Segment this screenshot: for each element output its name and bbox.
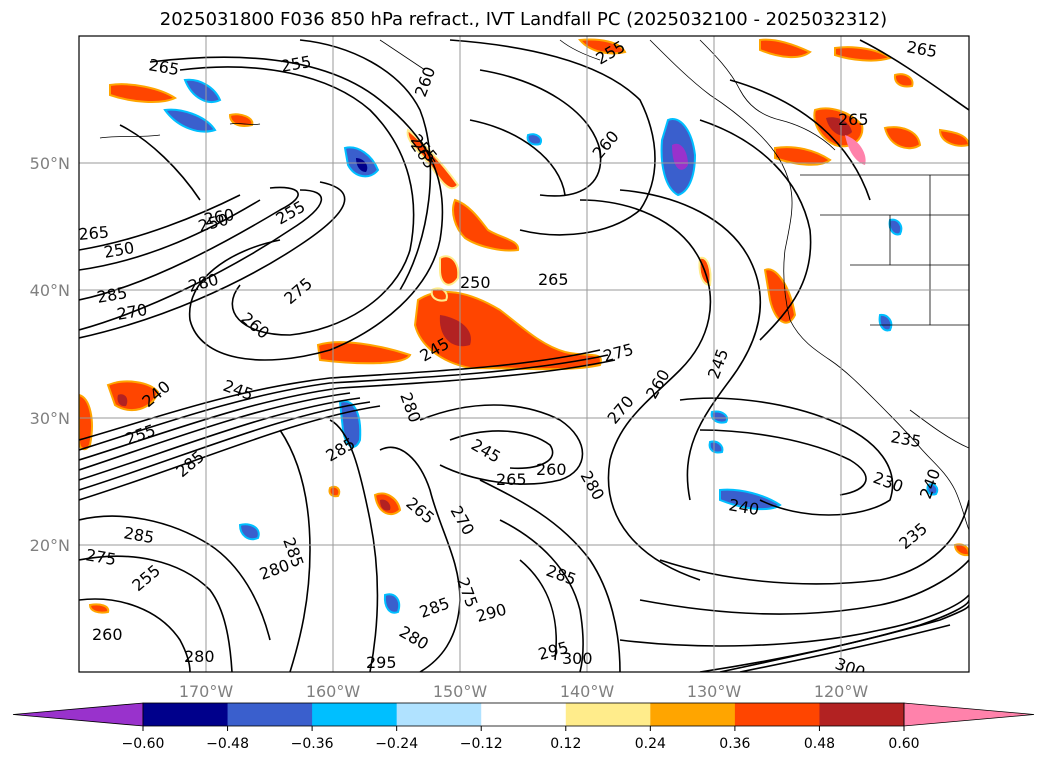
contour-label: 265 bbox=[496, 470, 527, 489]
lat-tick-label: 20°N bbox=[30, 536, 70, 555]
colorbar-cell bbox=[565, 703, 651, 726]
colorbar: −0.60 −0.48 −0.36 −0.24 −0.12 0.12 0.24 0.36 0.4… bbox=[12, 702, 1035, 752]
colorbar-tick-label: 0.36 bbox=[719, 736, 750, 752]
lat-tick-label: 50°N bbox=[30, 154, 70, 173]
lon-tick-label: 130°W bbox=[687, 682, 742, 701]
colorbar-extend-low bbox=[12, 702, 144, 727]
map-frame bbox=[78, 35, 970, 673]
colorbar-cell bbox=[819, 703, 905, 726]
contour-label: 265 bbox=[538, 270, 569, 289]
lat-tick-labels: 20°N 30°N 40°N 50°N bbox=[30, 154, 70, 555]
colorbar-cell bbox=[481, 703, 567, 726]
colorbar-cell bbox=[143, 703, 229, 726]
contour-label: 250 bbox=[460, 273, 491, 292]
colorbar-extend-high bbox=[903, 702, 1035, 727]
coastline bbox=[99, 39, 969, 531]
refractivity-shading bbox=[79, 38, 969, 614]
lon-tick-labels: 170°W 160°W 150°W 140°W 130°W 120°W bbox=[179, 682, 869, 701]
colorbar-tick-label: 0.60 bbox=[888, 736, 919, 752]
colorbar-tick-label: −0.12 bbox=[460, 736, 503, 752]
contour-label: 295 bbox=[366, 653, 397, 672]
gridlines bbox=[79, 36, 969, 672]
lat-tick-label: 40°N bbox=[30, 281, 70, 300]
contour-label: 280 bbox=[184, 647, 215, 666]
lon-tick-label: 170°W bbox=[179, 682, 234, 701]
colorbar-tick-label: 0.24 bbox=[635, 736, 666, 752]
contour-label: 260 bbox=[536, 460, 567, 479]
colorbar-tick-label: 0.48 bbox=[804, 736, 835, 752]
colorbar-cell bbox=[734, 703, 820, 726]
lon-tick-label: 140°W bbox=[560, 682, 615, 701]
colorbar-cell bbox=[396, 703, 482, 726]
colorbar-cell bbox=[650, 703, 736, 726]
lat-tick-label: 30°N bbox=[30, 409, 70, 428]
lon-tick-label: 150°W bbox=[433, 682, 488, 701]
contour-label: 260 bbox=[92, 625, 123, 644]
colorbar-tick-label: −0.60 bbox=[122, 736, 165, 752]
colorbar-tick-label: −0.48 bbox=[206, 736, 249, 752]
colorbar-tick-label: −0.24 bbox=[375, 736, 418, 752]
contour-label: 300 bbox=[562, 649, 593, 668]
colorbar-tick-label: −0.36 bbox=[291, 736, 334, 752]
colorbar-cell bbox=[312, 703, 398, 726]
contour-label: 265 bbox=[838, 110, 869, 129]
map-title: 2025031800 F036 850 hPa refract., IVT La… bbox=[159, 9, 888, 30]
colorbar-cell bbox=[227, 703, 313, 726]
lon-tick-label: 120°W bbox=[814, 682, 869, 701]
contour-label: 265 bbox=[78, 222, 110, 244]
colorbar-tick-label: 0.12 bbox=[550, 736, 581, 752]
lon-tick-label: 160°W bbox=[306, 682, 361, 701]
colorbar-frame bbox=[142, 702, 905, 727]
